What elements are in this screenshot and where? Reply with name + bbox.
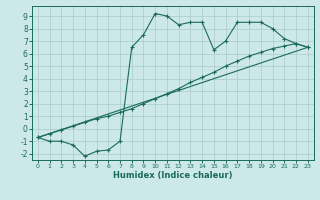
X-axis label: Humidex (Indice chaleur): Humidex (Indice chaleur) — [113, 171, 233, 180]
